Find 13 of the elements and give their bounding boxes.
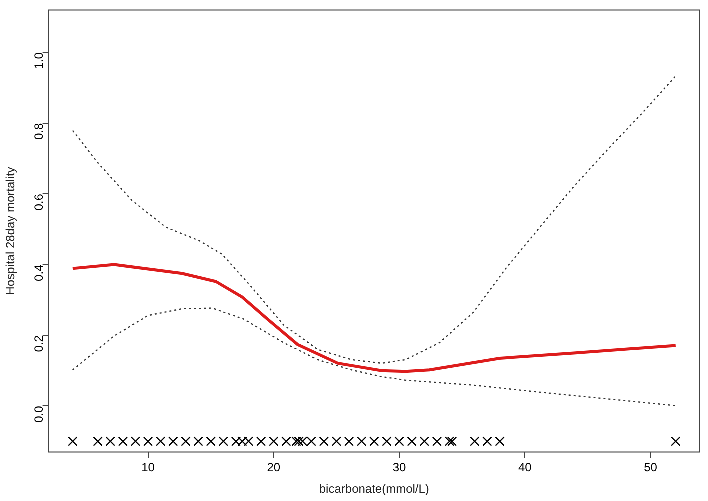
- x-axis-title: bicarbonate(mmol/L): [319, 482, 430, 496]
- x-tick-label: 10: [142, 460, 156, 475]
- y-tick-label: 0.6: [32, 194, 46, 211]
- y-tick-label: 0.2: [32, 335, 46, 352]
- y-tick-label: 0.8: [32, 123, 46, 140]
- y-tick-label: 0.4: [32, 264, 46, 282]
- y-tick-label: 1.0: [32, 52, 46, 70]
- y-axis-title: Hospital 28day mortality: [4, 167, 18, 296]
- x-tick-label: 50: [644, 460, 658, 475]
- x-tick-label: 20: [267, 460, 281, 475]
- x-tick-label: 40: [518, 460, 532, 475]
- x-tick-label: 30: [392, 460, 407, 475]
- y-tick-label: 0.0: [32, 406, 46, 423]
